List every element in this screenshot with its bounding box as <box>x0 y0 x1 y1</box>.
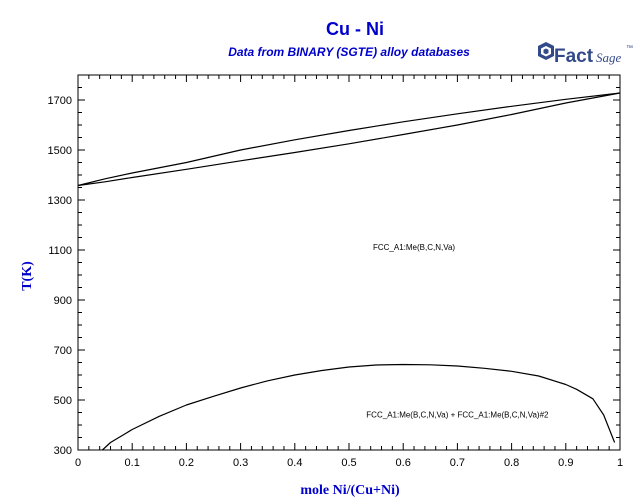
phase-boundaries <box>77 92 621 451</box>
x-tick-label: 0.2 <box>179 457 194 469</box>
x-tick-label: 0.4 <box>287 457 302 469</box>
y-tick-label: 700 <box>54 345 72 357</box>
x-tick-label: 0.3 <box>233 457 248 469</box>
region-labels: FCC_A1:Me(B,C,N,Va) FCC_A1:Me(B,C,N,Va) +… <box>366 243 549 420</box>
y-tick-label: 1500 <box>48 145 72 157</box>
y-tick-label: 1700 <box>48 95 72 107</box>
x-tick-label: 0 <box>75 457 81 469</box>
x-tick-label: 0.5 <box>341 457 356 469</box>
chart-title: Cu - Ni <box>326 19 384 39</box>
x-tick-label: 0.7 <box>450 457 465 469</box>
x-axis-label: mole Ni/(Cu+Ni) <box>300 483 400 498</box>
plot-frame <box>77 74 621 451</box>
x-tick-label: 1 <box>617 457 623 469</box>
x-tick-label: 0.6 <box>396 457 411 469</box>
axis-ticks: 0 0.1 0.2 0.3 0.4 0.5 0.6 0.7 0.8 0.9 130050070090… <box>48 74 623 469</box>
y-tick-label: 900 <box>54 295 72 307</box>
logo-trademark: ™ <box>626 45 633 52</box>
factsage-logo-icon: Fact Sage ™ <box>538 42 633 67</box>
y-tick-label: 300 <box>54 445 72 457</box>
phase-boundary-line-2 <box>77 92 621 187</box>
y-tick-label: 1300 <box>48 195 72 207</box>
chart-subtitle: Data from BINARY (SGTE) alloy databases <box>228 45 470 59</box>
x-tick-label: 0.8 <box>504 457 519 469</box>
y-tick-label: 500 <box>54 395 72 407</box>
phase-boundary-line-1 <box>77 92 621 187</box>
logo-text-sage: Sage <box>596 50 622 65</box>
x-tick-label: 0.1 <box>125 457 140 469</box>
region-label-2: FCC_A1:Me(B,C,N,Va) + FCC_A1:Me(B,C,N,Va… <box>366 411 549 420</box>
x-tick-label: 0.9 <box>558 457 573 469</box>
y-tick-label: 1100 <box>48 245 72 257</box>
logo-text-main: Fact <box>554 46 594 67</box>
phase-boundary-line-3 <box>101 363 616 451</box>
region-label-1: FCC_A1:Me(B,C,N,Va) <box>373 243 455 252</box>
